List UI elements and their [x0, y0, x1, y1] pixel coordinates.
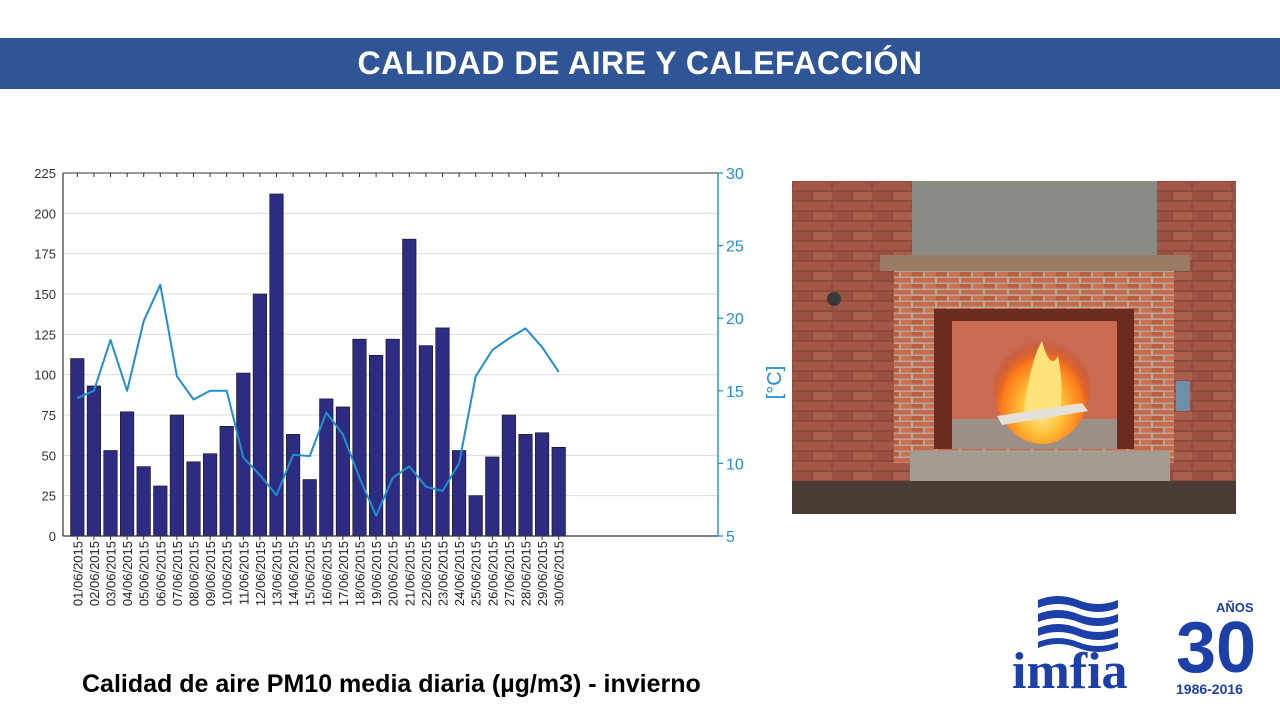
y2-tick-label: 20 — [726, 311, 744, 328]
fireplace-photo — [792, 181, 1236, 514]
bar — [136, 466, 151, 537]
bar — [385, 338, 400, 537]
bar — [335, 406, 350, 537]
y-tick-label: 0 — [49, 529, 56, 544]
y-tick-label: 225 — [34, 166, 56, 181]
x-tick-label: 27/06/2015 — [502, 541, 517, 606]
x-tick-label: 03/06/2015 — [104, 541, 119, 606]
page-title: CALIDAD DE AIRE Y CALEFACCIÓN — [357, 45, 923, 81]
x-tick-label: 07/06/2015 — [170, 541, 185, 606]
x-tick-label: 29/06/2015 — [535, 541, 550, 606]
x-tick-label: 11/06/2015 — [236, 541, 251, 605]
logo-anos-label: AÑOS — [1216, 600, 1254, 615]
bar-series — [70, 193, 566, 537]
y-tick-label: 125 — [34, 327, 56, 342]
line-series — [76, 283, 560, 517]
bar — [535, 432, 550, 537]
x-tick-label: 22/06/2015 — [419, 541, 434, 606]
y2-tick-label: 15 — [726, 384, 744, 401]
x-tick-label: 14/06/2015 — [286, 541, 301, 606]
x-tick-label: 02/06/2015 — [87, 541, 102, 606]
title-bar: CALIDAD DE AIRE Y CALEFACCIÓN — [0, 38, 1280, 89]
bar — [169, 414, 184, 537]
y-tick-label: 150 — [34, 287, 56, 302]
y2-tick-label: 30 — [726, 166, 744, 183]
x-tick-label: 13/06/2015 — [270, 541, 285, 606]
temperature-line — [76, 283, 560, 517]
pm10-temperature-chart: 0 25 50 75 100 125 150 175 200 225 5 10 15 20 25 30 01/0… — [34, 166, 786, 606]
bar — [103, 450, 118, 537]
bar — [435, 327, 450, 537]
x-tick-label: 23/06/2015 — [436, 541, 451, 606]
x-tick-label: 09/06/2015 — [203, 541, 218, 606]
y-tick-label: 100 — [34, 368, 56, 383]
x-tick-label: 12/06/2015 — [253, 541, 268, 606]
x-tick-label: 21/06/2015 — [402, 541, 417, 606]
y-tick-label: 25 — [42, 489, 56, 504]
y-tick-label: 50 — [42, 448, 56, 463]
y2-tick-label: 10 — [726, 456, 744, 473]
x-tick-label: 26/06/2015 — [485, 541, 500, 606]
x-tick-label: 06/06/2015 — [153, 541, 168, 606]
x-tick-label: 24/06/2015 — [452, 541, 467, 606]
x-tick-label: 05/06/2015 — [137, 541, 152, 606]
bar — [518, 434, 533, 537]
bar — [120, 411, 135, 537]
x-tick-label: 30/06/2015 — [552, 541, 567, 606]
x-tick-label: 08/06/2015 — [187, 541, 202, 606]
bar — [86, 385, 101, 537]
x-tick-label: 28/06/2015 — [519, 541, 534, 606]
imfia-30-anos-logo: imfia 30 AÑOS 1986-2016 — [1012, 596, 1256, 700]
chart-caption: Calidad de aire PM10 media diaria (µg/m3… — [82, 670, 701, 698]
bar — [402, 238, 417, 537]
bar — [551, 446, 566, 537]
bar — [186, 461, 201, 537]
x-tick-label: 04/06/2015 — [120, 541, 135, 606]
bar — [369, 355, 384, 537]
bar — [468, 495, 483, 537]
x-tick-label: 20/06/2015 — [386, 541, 401, 606]
x-tick-label: 19/06/2015 — [369, 541, 384, 606]
logo-anniversary-number: 30 — [1176, 608, 1256, 688]
logo-years: 1986-2016 — [1176, 681, 1243, 697]
y-tick-label: 175 — [34, 247, 56, 262]
y-tick-label: 200 — [34, 206, 56, 221]
y2-tick-label: 25 — [726, 239, 744, 256]
x-tick-label: 17/06/2015 — [336, 541, 351, 606]
tick-labels: 0 25 50 75 100 125 150 175 200 225 5 10 15 20 25 30 01/0… — [34, 166, 786, 606]
x-tick-label: 10/06/2015 — [220, 541, 235, 606]
bar — [352, 338, 367, 537]
bar — [501, 414, 516, 537]
y-tick-label: 75 — [42, 408, 56, 423]
y2-axis-label: [°C] — [764, 366, 786, 400]
x-tick-label: 01/06/2015 — [70, 541, 85, 606]
bar — [203, 453, 218, 537]
bar — [219, 425, 234, 537]
y2-tick-label: 5 — [726, 529, 735, 546]
bar — [153, 485, 168, 537]
x-tick-label: 16/06/2015 — [319, 541, 334, 606]
x-tick-label: 25/06/2015 — [469, 541, 484, 606]
bar — [302, 479, 317, 537]
bar — [286, 434, 301, 537]
bar — [252, 293, 267, 537]
logo-wordmark: imfia — [1012, 643, 1128, 700]
bar — [418, 345, 433, 537]
bar — [70, 358, 85, 537]
x-tick-label: 15/06/2015 — [303, 541, 318, 606]
bar — [485, 456, 500, 537]
x-tick-label: 18/06/2015 — [353, 541, 368, 606]
chart-axes — [62, 172, 723, 540]
